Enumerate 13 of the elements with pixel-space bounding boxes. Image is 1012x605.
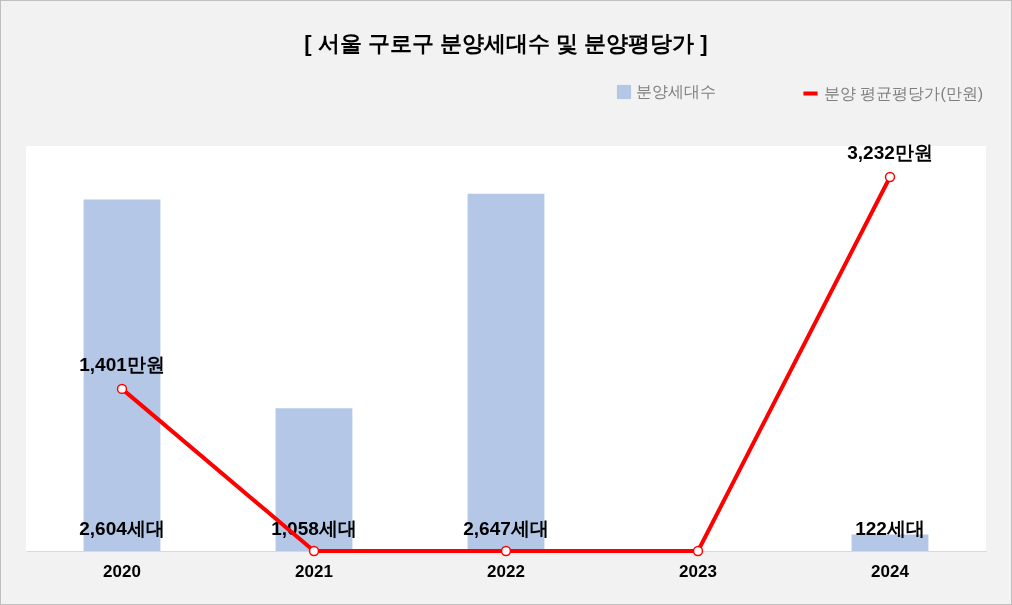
chart-title: [ 서울 구로구 분양세대수 및 분양평당가 ] bbox=[303, 30, 709, 58]
data-label: 2,647세대 bbox=[463, 518, 549, 539]
x-tick-label: 2024 bbox=[871, 561, 910, 581]
legend-label: 분양 평균평당가(만원) bbox=[824, 84, 984, 102]
x-tick-label: 2023 bbox=[679, 561, 717, 581]
x-tick-label: 2021 bbox=[295, 561, 333, 581]
data-label: 122세대 bbox=[855, 518, 925, 539]
data-label: 3,232만원 bbox=[847, 142, 933, 164]
legend-label: 분양세대수 bbox=[636, 83, 716, 100]
data-label: 2,604세대 bbox=[79, 518, 165, 539]
x-tick-label: 2022 bbox=[487, 561, 525, 581]
data-label: 1,401만원 bbox=[79, 353, 165, 375]
x-tick-label: 2020 bbox=[103, 561, 141, 581]
